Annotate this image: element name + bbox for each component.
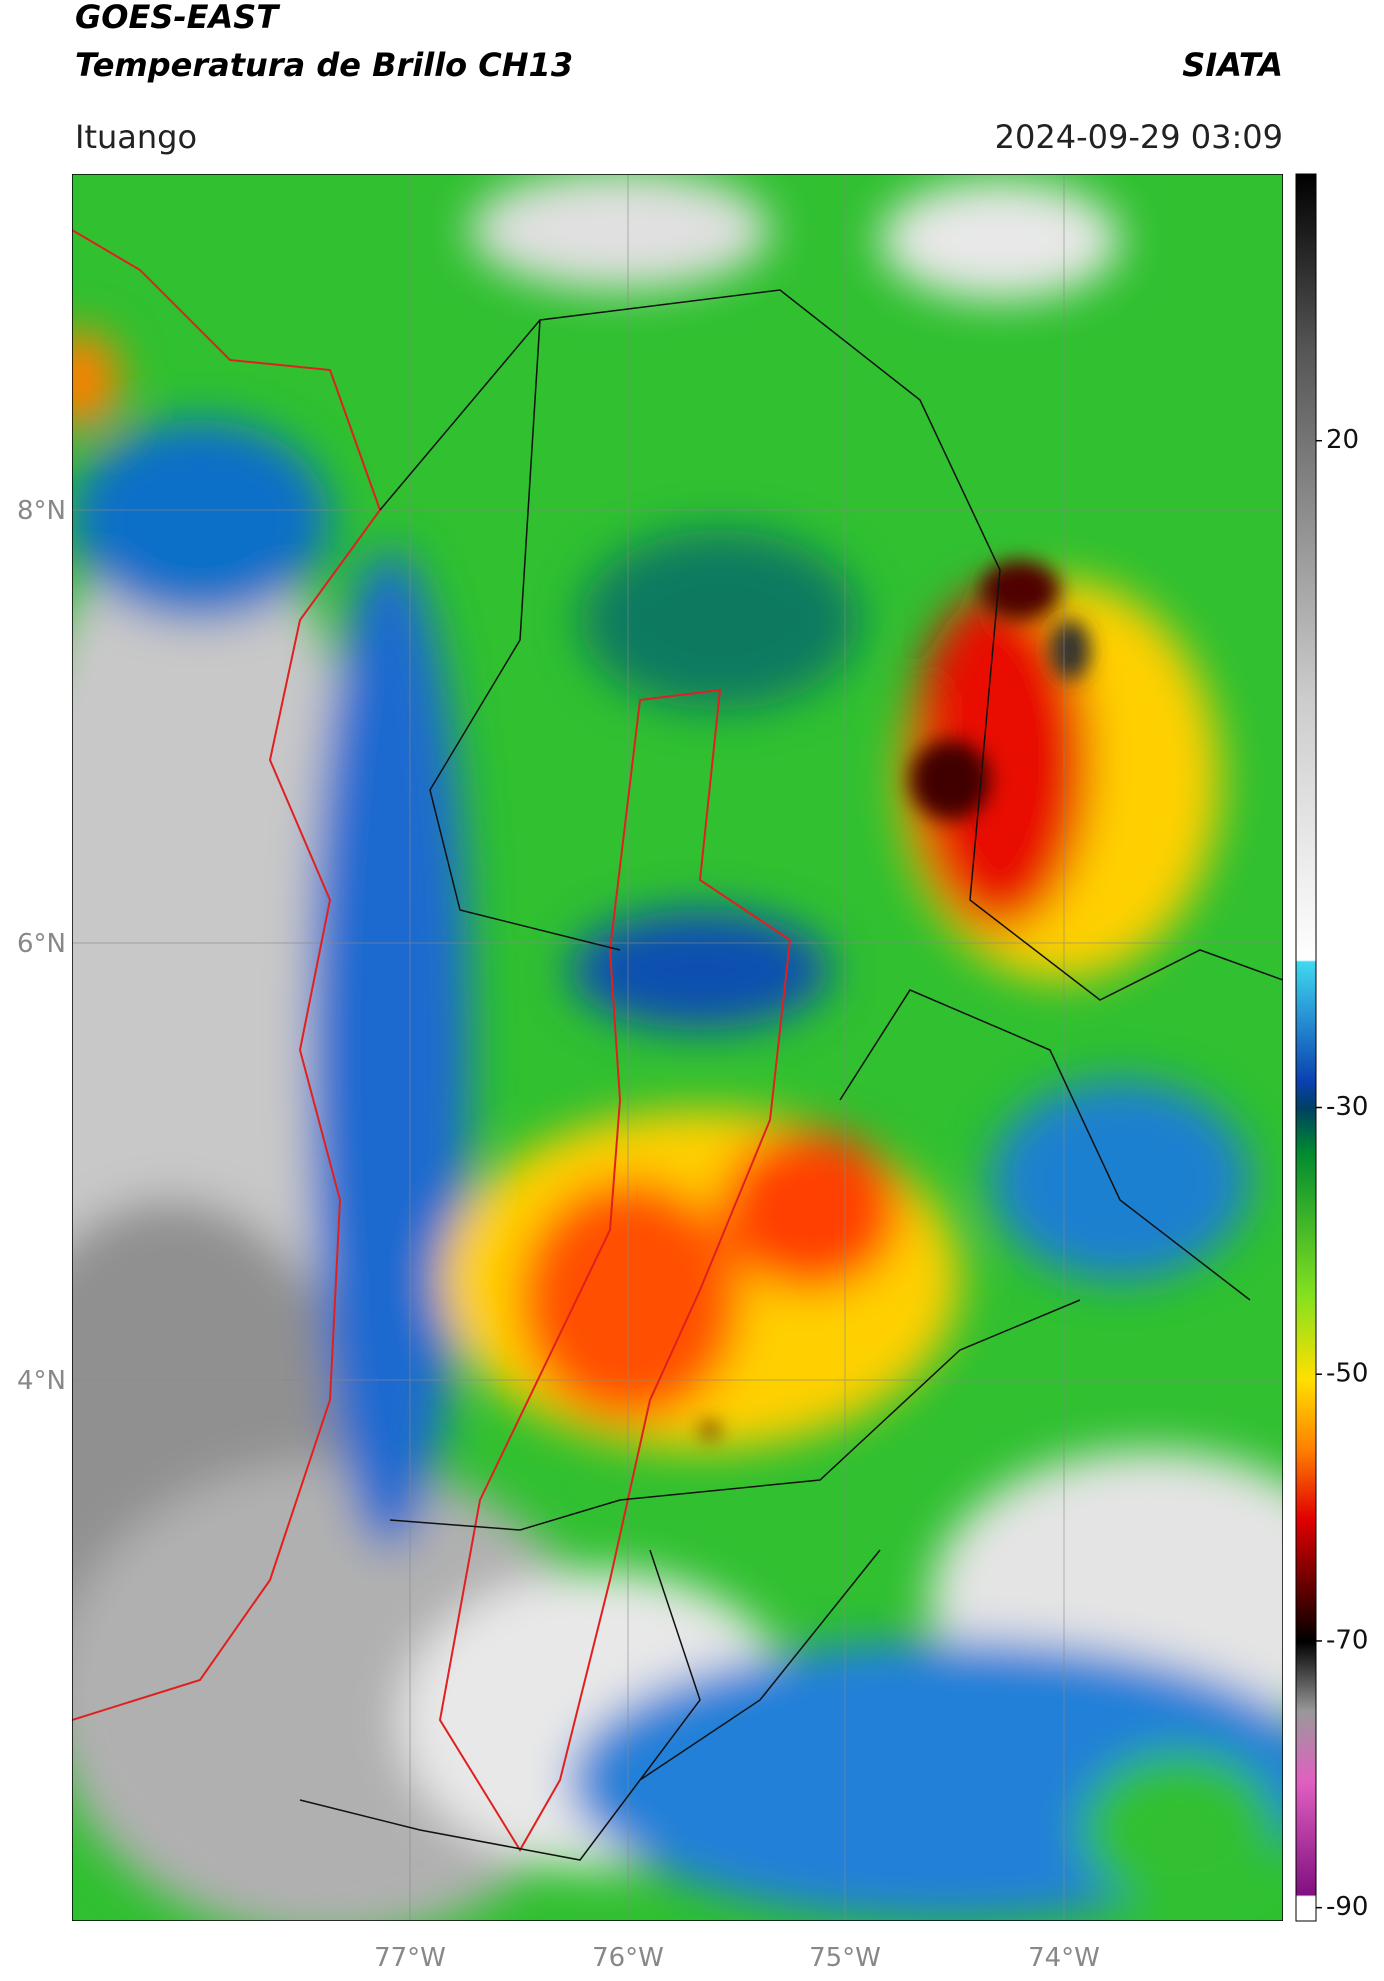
title: GOES-EAST: [75, 0, 280, 36]
lat-label: 8°N: [17, 496, 66, 526]
lat-label: 4°N: [17, 1366, 66, 1396]
lon-label: 74°W: [1028, 1943, 1100, 1973]
lon-label: 76°W: [592, 1943, 664, 1973]
boundaries: [299, 289, 1283, 1861]
location: Ituango: [75, 118, 197, 156]
lon-label: 77°W: [374, 1943, 446, 1973]
colorbar-tick-label: -30: [1326, 1092, 1368, 1122]
subtitle: Temperatura de Brillo CH13: [75, 46, 573, 84]
lat-label: 6°N: [17, 929, 66, 959]
boundary-red: [438, 688, 792, 1852]
colorbar: [1295, 173, 1317, 1922]
colorbar-tick-label: -50: [1326, 1359, 1368, 1389]
satellite-image: [72, 174, 1283, 1921]
agency: SIATA: [1182, 46, 1283, 84]
colorbar-tick-label: -70: [1326, 1625, 1368, 1655]
colorbar-tick-label: -90: [1326, 1892, 1368, 1922]
lon-label: 75°W: [809, 1943, 881, 1973]
coastline: [72, 229, 382, 1721]
graticule: [72, 174, 1283, 1921]
colorbar-tick-label: 20: [1326, 425, 1359, 455]
datetime: 2024-09-29 03:09: [995, 118, 1283, 156]
